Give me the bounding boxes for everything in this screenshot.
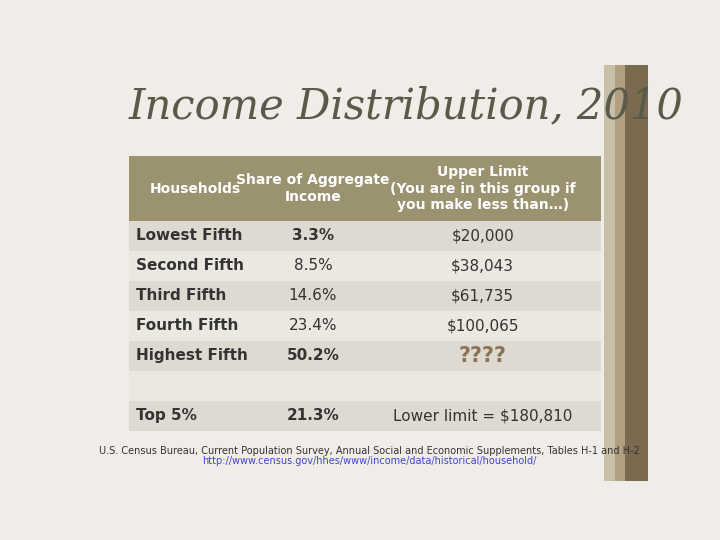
Text: 21.3%: 21.3% — [287, 408, 339, 423]
FancyBboxPatch shape — [365, 156, 600, 221]
FancyBboxPatch shape — [365, 371, 600, 401]
FancyBboxPatch shape — [261, 221, 365, 251]
FancyBboxPatch shape — [261, 401, 365, 431]
FancyBboxPatch shape — [261, 251, 365, 281]
Text: 23.4%: 23.4% — [289, 318, 337, 333]
Text: Fourth Fifth: Fourth Fifth — [136, 318, 238, 333]
FancyBboxPatch shape — [615, 65, 624, 481]
FancyBboxPatch shape — [365, 281, 600, 310]
FancyBboxPatch shape — [605, 65, 615, 481]
Text: Third Fifth: Third Fifth — [136, 288, 226, 303]
FancyBboxPatch shape — [365, 221, 600, 251]
FancyBboxPatch shape — [261, 341, 365, 371]
Text: Top 5%: Top 5% — [136, 408, 197, 423]
FancyBboxPatch shape — [365, 401, 600, 431]
FancyBboxPatch shape — [129, 221, 261, 251]
Text: 50.2%: 50.2% — [287, 348, 339, 363]
Text: Highest Fifth: Highest Fifth — [136, 348, 248, 363]
Text: Upper Limit
(You are in this group if
you make less than…): Upper Limit (You are in this group if yo… — [390, 165, 575, 212]
FancyBboxPatch shape — [129, 156, 261, 221]
Text: Income Distribution, 2010: Income Distribution, 2010 — [129, 85, 684, 127]
Text: $100,065: $100,065 — [446, 318, 519, 333]
FancyBboxPatch shape — [129, 341, 261, 371]
FancyBboxPatch shape — [129, 281, 261, 310]
Text: Second Fifth: Second Fifth — [136, 258, 244, 273]
FancyBboxPatch shape — [261, 281, 365, 310]
Text: ????: ???? — [459, 346, 507, 366]
FancyBboxPatch shape — [261, 156, 365, 221]
Text: Lower limit = $180,810: Lower limit = $180,810 — [393, 408, 572, 423]
Text: $38,043: $38,043 — [451, 258, 514, 273]
FancyBboxPatch shape — [129, 310, 261, 341]
Text: 14.6%: 14.6% — [289, 288, 337, 303]
Text: Households: Households — [150, 181, 240, 195]
Text: 3.3%: 3.3% — [292, 228, 334, 243]
Text: $20,000: $20,000 — [451, 228, 514, 243]
FancyBboxPatch shape — [365, 251, 600, 281]
Text: Lowest Fifth: Lowest Fifth — [136, 228, 242, 243]
FancyBboxPatch shape — [624, 65, 648, 481]
FancyBboxPatch shape — [365, 310, 600, 341]
FancyBboxPatch shape — [261, 371, 365, 401]
FancyBboxPatch shape — [365, 341, 600, 371]
FancyBboxPatch shape — [129, 371, 261, 401]
Text: http://www.census.gov/hhes/www/income/data/historical/household/: http://www.census.gov/hhes/www/income/da… — [202, 456, 536, 465]
Text: U.S. Census Bureau, Current Population Survey, Annual Social and Economic Supple: U.S. Census Bureau, Current Population S… — [99, 446, 639, 456]
Text: $61,735: $61,735 — [451, 288, 514, 303]
FancyBboxPatch shape — [129, 401, 261, 431]
Text: Share of Aggregate
Income: Share of Aggregate Income — [236, 173, 390, 204]
FancyBboxPatch shape — [129, 251, 261, 281]
Text: 8.5%: 8.5% — [294, 258, 333, 273]
FancyBboxPatch shape — [261, 310, 365, 341]
